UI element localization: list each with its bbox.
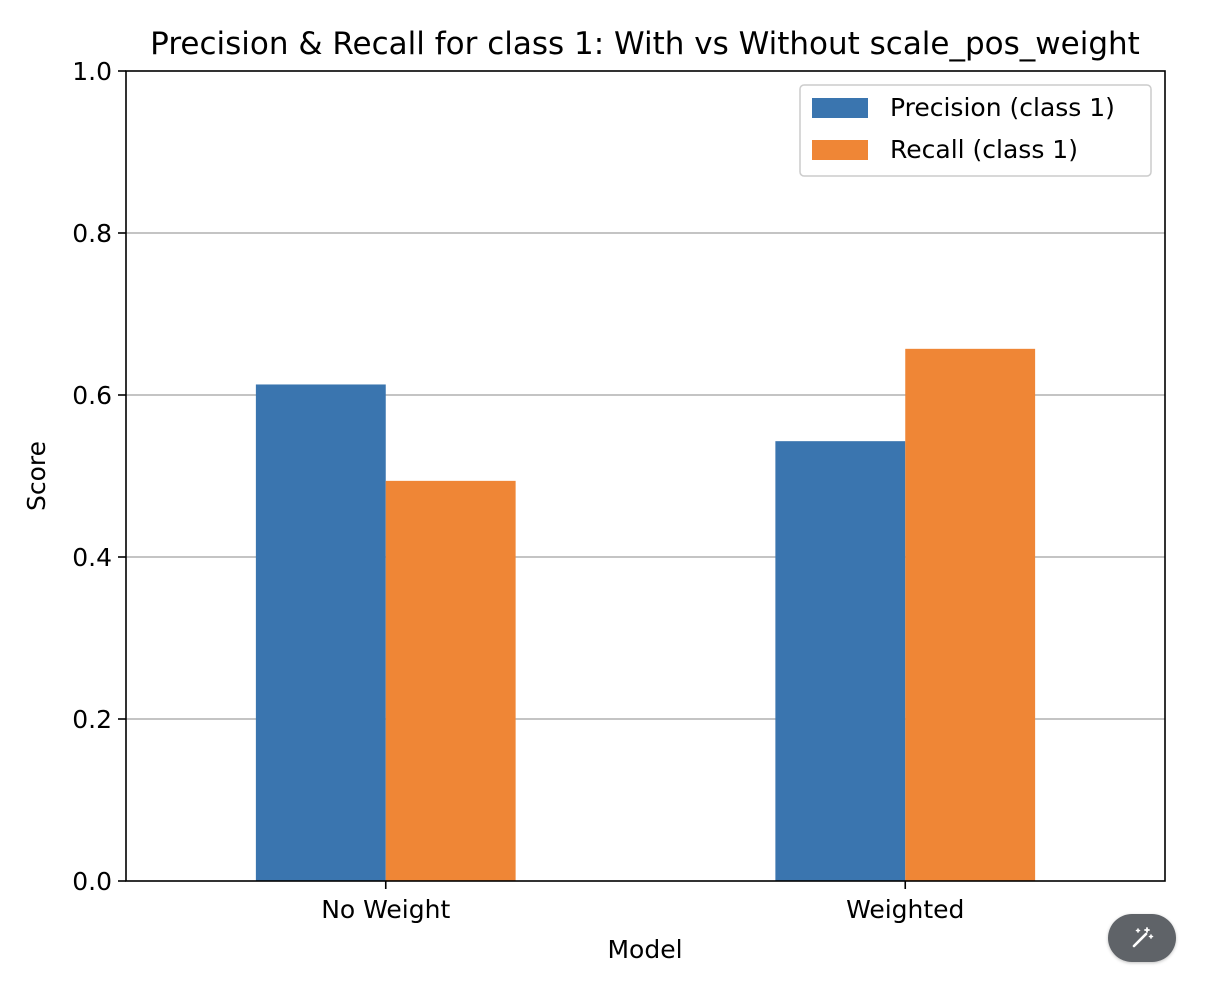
bars xyxy=(255,348,1036,882)
legend: Precision (class 1) Recall (class 1) xyxy=(799,84,1152,177)
magic-wand-icon xyxy=(1129,925,1155,951)
x-tick-label: Weighted xyxy=(846,895,964,924)
x-axis-ticks: No Weight Weighted xyxy=(321,881,964,924)
legend-swatch-precision xyxy=(812,98,868,118)
magic-wand-button[interactable] xyxy=(1108,914,1176,962)
y-tick-label: 0.0 xyxy=(72,867,112,896)
y-tick-label: 0.8 xyxy=(72,219,112,248)
bar-precision xyxy=(255,384,386,881)
bar-recall xyxy=(905,348,1036,882)
y-tick-label: 0.6 xyxy=(72,381,112,410)
legend-label-recall: Recall (class 1) xyxy=(890,135,1078,164)
x-axis-label: Model xyxy=(607,935,682,964)
bar-recall xyxy=(385,480,516,881)
y-tick-label: 0.2 xyxy=(72,705,112,734)
legend-swatch-recall xyxy=(812,140,868,160)
y-tick-label: 1.0 xyxy=(72,57,112,86)
bar-precision xyxy=(775,441,906,881)
y-tick-label: 0.4 xyxy=(72,543,112,572)
legend-label-precision: Precision (class 1) xyxy=(890,93,1115,122)
plot-area-frame xyxy=(125,70,1166,882)
y-axis-ticks: 0.0 0.2 0.4 0.6 0.8 1.0 xyxy=(72,57,126,896)
legend-box xyxy=(799,84,1152,177)
x-tick-label: No Weight xyxy=(321,895,450,924)
chart-title: Precision & Recall for class 1: With vs … xyxy=(150,26,1140,62)
y-axis-label: Score xyxy=(22,441,51,511)
